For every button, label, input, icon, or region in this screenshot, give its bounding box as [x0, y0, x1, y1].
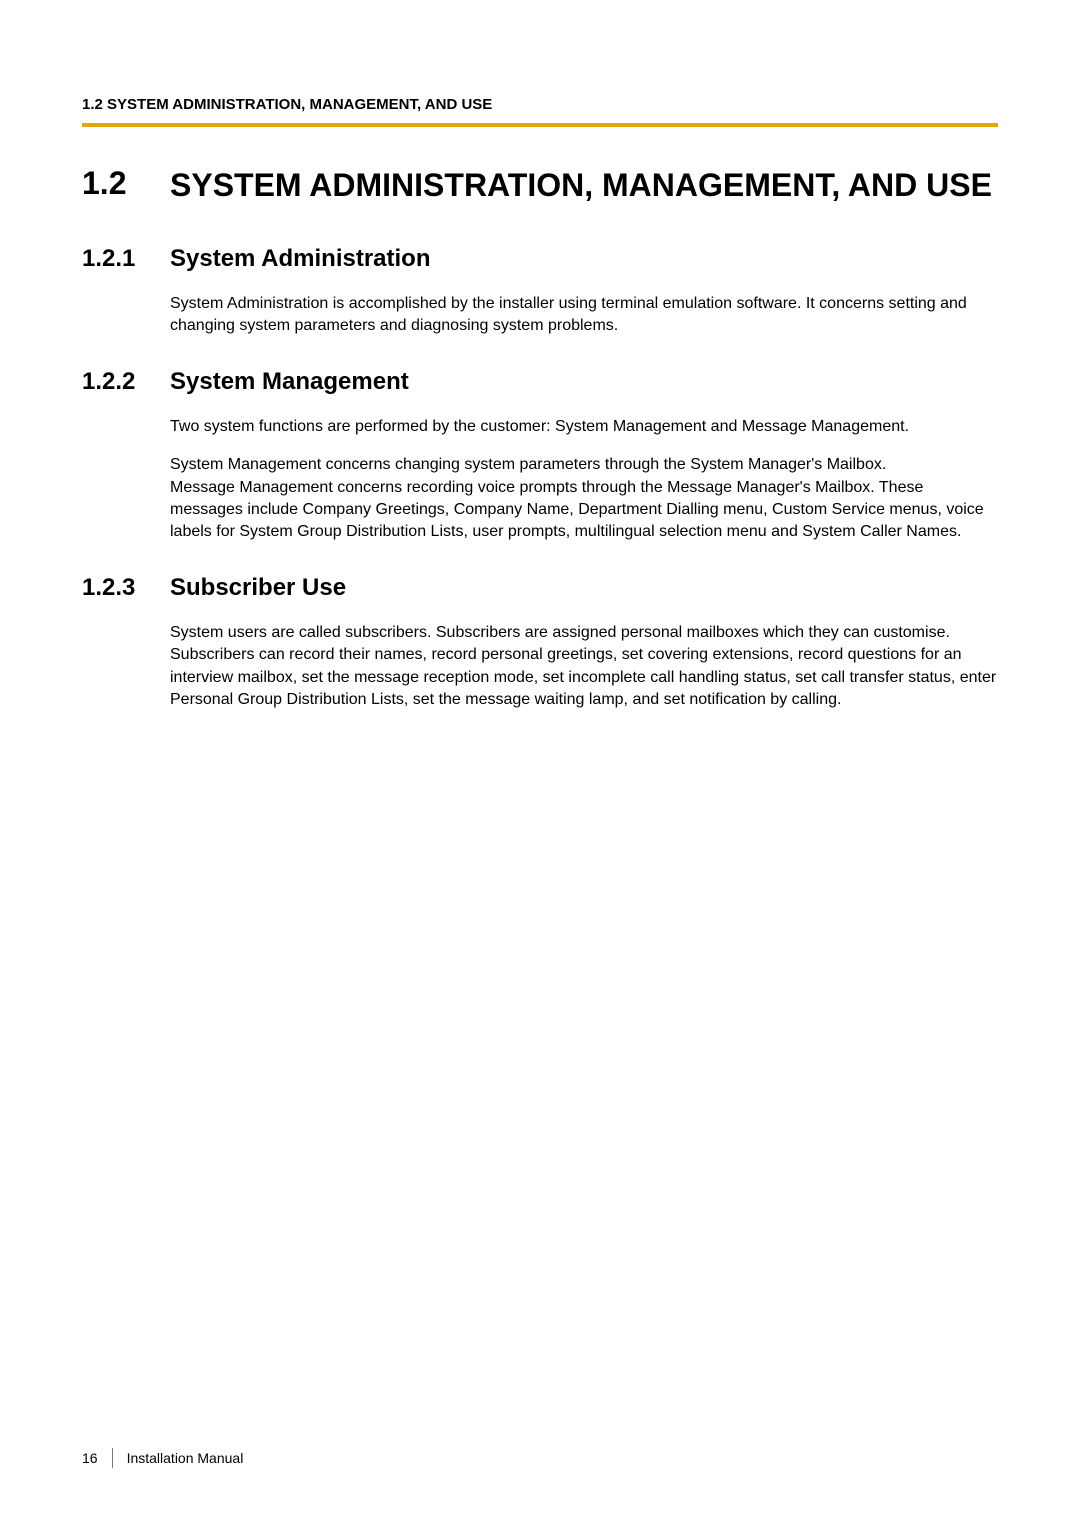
- page: 1.2 SYSTEM ADMINISTRATION, MANAGEMENT, A…: [0, 0, 1080, 1528]
- body-paragraph: System Administration is accomplished by…: [170, 293, 998, 338]
- sub-heading-title: Subscriber Use: [170, 574, 346, 602]
- body-paragraph: System users are called subscribers. Sub…: [170, 622, 998, 712]
- footer-divider: [112, 1448, 113, 1468]
- sub-heading: 1.2.3 Subscriber Use: [82, 574, 998, 602]
- accent-rule: [82, 123, 998, 127]
- footer-doc-title: Installation Manual: [127, 1450, 244, 1466]
- running-header: 1.2 SYSTEM ADMINISTRATION, MANAGEMENT, A…: [82, 96, 998, 113]
- page-number: 16: [82, 1450, 112, 1466]
- page-footer: 16 Installation Manual: [82, 1448, 243, 1468]
- sub-heading-title: System Management: [170, 368, 409, 396]
- sub-heading-number: 1.2.1: [82, 245, 170, 273]
- body-paragraph: Two system functions are performed by th…: [170, 416, 998, 544]
- paragraph-text: System users are called subscribers. Sub…: [170, 622, 998, 712]
- sub-heading-number: 1.2.3: [82, 574, 170, 602]
- sub-heading-title: System Administration: [170, 245, 431, 273]
- main-heading-title: SYSTEM ADMINISTRATION, MANAGEMENT, AND U…: [170, 165, 992, 205]
- sub-heading: 1.2.2 System Management: [82, 368, 998, 396]
- main-heading: 1.2 SYSTEM ADMINISTRATION, MANAGEMENT, A…: [82, 165, 998, 205]
- sub-heading-number: 1.2.2: [82, 368, 170, 396]
- main-heading-number: 1.2: [82, 165, 170, 202]
- paragraph-text: System Management concerns changing syst…: [170, 454, 998, 544]
- sub-heading: 1.2.1 System Administration: [82, 245, 998, 273]
- paragraph-text: Two system functions are performed by th…: [170, 416, 998, 438]
- paragraph-text: System Administration is accomplished by…: [170, 293, 998, 338]
